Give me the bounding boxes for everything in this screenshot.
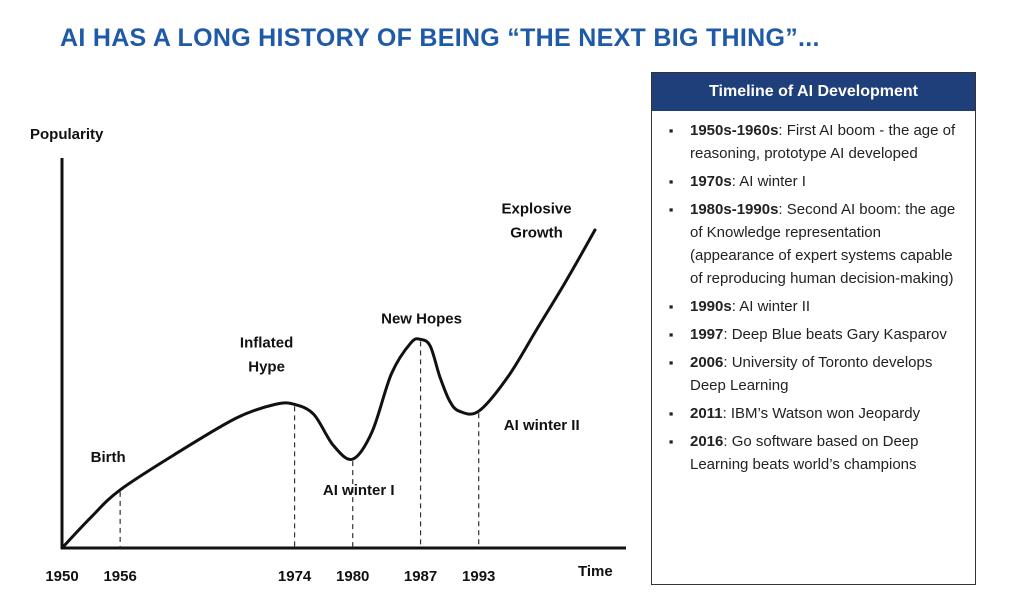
annotation-label: Explosive Growth (502, 201, 572, 242)
timeline-item: ▪ 2006: University of Toronto develops De… (664, 351, 967, 397)
square-bullet-icon: ▪ (668, 406, 674, 421)
square-bullet-icon: ▪ (668, 355, 674, 370)
square-bullet-icon: ▪ (668, 174, 674, 189)
timeline-item: ▪ 2011: IBM’s Watson won Jeopardy (664, 402, 967, 425)
timeline-list: ▪ 1950s-1960s: First AI boom - the age of… (652, 111, 975, 476)
square-bullet-icon: ▪ (668, 299, 674, 314)
timeline-item-term: 2011 (690, 405, 723, 422)
ai-history-chart: Birth Inflated Hype AI winter I New Hopes AI … (30, 126, 626, 585)
annotation-label: AI winter II (504, 417, 580, 434)
timeline-item: ▪ 1950s-1960s: First AI boom - the age of… (664, 119, 967, 165)
x-tick-label: 1956 (103, 568, 136, 585)
annotation-label: New Hopes (381, 310, 462, 327)
timeline-item-term: 1950s-1960s (690, 122, 779, 139)
x-tick-label: 1950 (45, 568, 78, 585)
timeline-panel: Timeline of AI Development ▪ 1950s-1960s:… (651, 72, 976, 585)
x-tick-label: 1980 (336, 568, 369, 585)
square-bullet-icon: ▪ (668, 327, 674, 342)
x-tick-label: 1987 (404, 568, 437, 585)
timeline-item: ▪ 2016: Go software based on Deep Learnin… (664, 430, 967, 476)
timeline-item-text: : IBM’s Watson won Jeopardy (722, 405, 921, 422)
axes (60, 158, 626, 550)
popularity-curve (60, 228, 597, 550)
timeline-item-text: : First AI boom - the age of reasoning, … (690, 122, 956, 162)
annotation-label: Birth (91, 449, 126, 466)
timeline-item-term: 1997 (690, 326, 724, 343)
timeline-item: ▪ 1970s: AI winter I (664, 170, 967, 193)
timeline-panel-header: Timeline of AI Development (652, 73, 975, 111)
timeline-item-text: : AI winter I (731, 173, 806, 190)
timeline-item-term: 1990s (690, 298, 732, 315)
x-tick-label: 1993 (462, 568, 495, 585)
timeline-item-term: 1970s (690, 173, 732, 190)
y-axis-label: Popularity (30, 126, 104, 143)
timeline-item: ▪ 1997: Deep Blue beats Gary Kasparov (664, 323, 967, 346)
x-axis-label: Time (578, 563, 613, 580)
timeline-item-term: 1980s-1990s (690, 201, 779, 218)
square-bullet-icon: ▪ (668, 434, 674, 449)
timeline-item-term: 2016 (690, 433, 724, 450)
square-bullet-icon: ▪ (668, 202, 674, 217)
annotation-label: Inflated Hype (240, 334, 293, 375)
timeline-item: ▪ 1990s: AI winter II (664, 295, 967, 318)
x-tick-labels: 1950 1956 1974 1980 1987 1993 (45, 568, 495, 585)
timeline-item-text: : Go software based on Deep Learning bea… (690, 433, 919, 473)
guide-lines (119, 341, 480, 548)
annotation-labels: Birth Inflated Hype AI winter I New Hopes AI … (91, 201, 580, 499)
square-bullet-icon: ▪ (668, 123, 674, 138)
annotation-label: AI winter I (323, 482, 395, 499)
page-title: AI HAS A LONG HISTORY OF BEING “THE NEXT… (60, 24, 820, 52)
timeline-item-text: : University of Toronto develops Deep Le… (690, 354, 933, 394)
curve-layer (60, 228, 597, 550)
timeline-item-text: : Deep Blue beats Gary Kasparov (723, 326, 947, 343)
x-tick-label: 1974 (278, 568, 312, 585)
timeline-item-text: : Second AI boom: the age of Knowledge r… (690, 201, 956, 287)
timeline-item-text: : AI winter II (731, 298, 811, 315)
timeline-item-term: 2006 (690, 354, 724, 371)
timeline-item: ▪ 1980s-1990s: Second AI boom: the age of… (664, 198, 967, 290)
